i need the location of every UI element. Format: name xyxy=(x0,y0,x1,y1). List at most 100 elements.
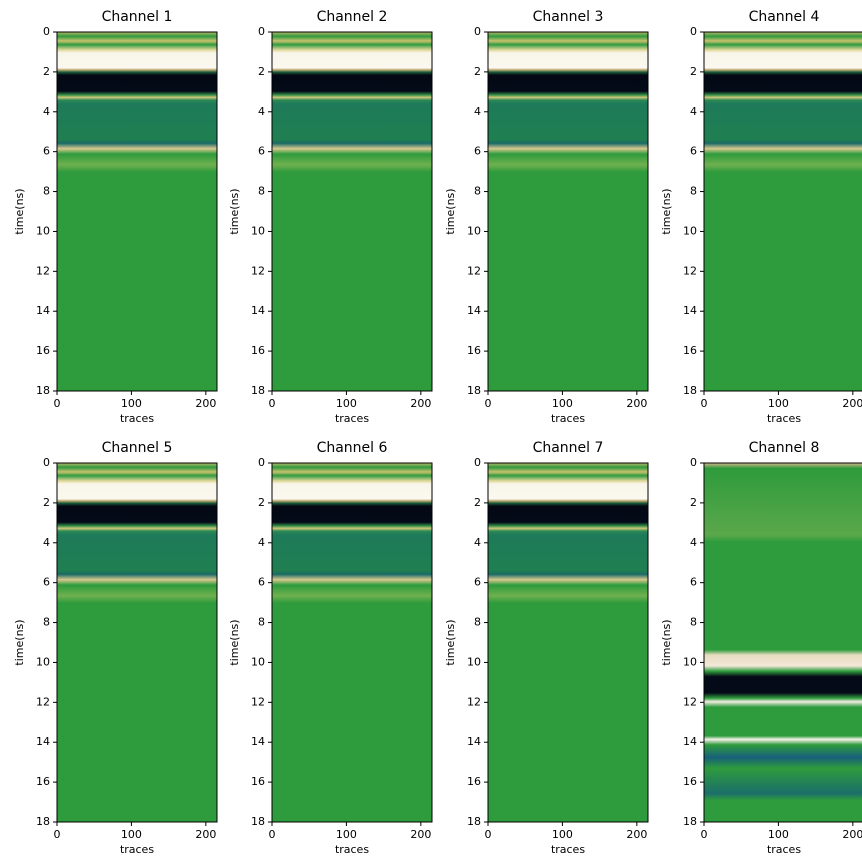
panel-title: Channel 6 xyxy=(317,440,388,456)
y-tick-label: 2 xyxy=(258,496,265,509)
panel-title: Channel 5 xyxy=(102,440,173,456)
x-tick-label: 200 xyxy=(626,828,647,841)
y-tick-label: 6 xyxy=(690,576,697,589)
y-axis-label: time(ns) xyxy=(660,188,673,234)
y-tick-label: 10 xyxy=(467,655,481,668)
radargram-image xyxy=(57,463,217,822)
x-tick-label: 0 xyxy=(269,397,276,410)
y-tick-label: 10 xyxy=(36,224,50,237)
y-axis-label: time(ns) xyxy=(13,619,26,665)
y-axis-label: time(ns) xyxy=(228,188,241,234)
x-axis-label: traces xyxy=(335,843,369,856)
y-tick-label: 10 xyxy=(251,224,265,237)
y-tick-label: 4 xyxy=(690,105,697,118)
panel-title: Channel 1 xyxy=(102,9,173,25)
x-axis-label: traces xyxy=(551,843,585,856)
y-tick-label: 8 xyxy=(258,616,265,629)
y-tick-label: 16 xyxy=(251,344,265,357)
x-tick-label: 0 xyxy=(701,397,708,410)
y-tick-label: 12 xyxy=(467,695,481,708)
y-tick-label: 0 xyxy=(690,25,697,38)
y-tick-label: 10 xyxy=(467,224,481,237)
radargram-image xyxy=(57,32,217,391)
y-tick-label: 0 xyxy=(43,25,50,38)
y-tick-label: 14 xyxy=(683,735,697,748)
y-tick-label: 2 xyxy=(474,496,481,509)
y-axis-label: time(ns) xyxy=(444,188,457,234)
y-axis-label: time(ns) xyxy=(13,188,26,234)
x-axis-label: traces xyxy=(767,412,801,425)
x-tick-label: 200 xyxy=(410,397,431,410)
plot-frame xyxy=(56,31,218,392)
panel-title: Channel 7 xyxy=(533,440,604,456)
y-tick-label: 4 xyxy=(258,536,265,549)
y-tick-label: 18 xyxy=(36,815,50,828)
y-tick-label: 6 xyxy=(690,145,697,158)
y-tick-label: 6 xyxy=(258,576,265,589)
panel-title: Channel 2 xyxy=(317,9,388,25)
y-tick-label: 14 xyxy=(36,735,50,748)
plot-frame xyxy=(703,462,862,823)
y-tick-label: 12 xyxy=(251,695,265,708)
panel-title: Channel 3 xyxy=(533,9,604,25)
panel-title: Channel 4 xyxy=(749,9,820,25)
x-tick-label: 0 xyxy=(54,397,61,410)
x-tick-label: 100 xyxy=(552,397,573,410)
y-tick-label: 4 xyxy=(43,105,50,118)
plot-frame xyxy=(271,462,433,823)
plot-frame xyxy=(487,462,649,823)
y-tick-label: 10 xyxy=(251,655,265,668)
plot-frame xyxy=(271,31,433,392)
radargram-image xyxy=(272,32,432,391)
y-tick-label: 16 xyxy=(683,775,697,788)
radargram-image xyxy=(704,32,862,391)
y-tick-label: 16 xyxy=(251,775,265,788)
x-tick-label: 200 xyxy=(410,828,431,841)
y-tick-label: 10 xyxy=(683,655,697,668)
radargram-image xyxy=(272,463,432,822)
y-tick-label: 2 xyxy=(43,65,50,78)
x-tick-label: 200 xyxy=(195,397,216,410)
y-tick-label: 18 xyxy=(467,815,481,828)
x-tick-label: 100 xyxy=(121,397,142,410)
panel: Channel 4 0 2 4 6 8 10 12 14 16 18 0 100 200 traces tim… xyxy=(660,9,862,425)
y-tick-label: 18 xyxy=(683,815,697,828)
y-tick-label: 16 xyxy=(467,344,481,357)
y-tick-label: 12 xyxy=(251,264,265,277)
y-tick-label: 12 xyxy=(683,264,697,277)
x-tick-label: 200 xyxy=(195,828,216,841)
y-tick-label: 16 xyxy=(683,344,697,357)
panel: Channel 2 0 2 4 6 8 10 12 14 16 18 0 100 200 traces tim… xyxy=(228,9,433,425)
y-axis-label: time(ns) xyxy=(660,619,673,665)
x-tick-label: 100 xyxy=(768,828,789,841)
y-tick-label: 14 xyxy=(683,304,697,317)
y-tick-label: 6 xyxy=(43,145,50,158)
y-tick-label: 4 xyxy=(474,105,481,118)
plot-frame xyxy=(487,31,649,392)
y-tick-label: 8 xyxy=(690,185,697,198)
y-tick-label: 18 xyxy=(251,815,265,828)
x-axis-label: traces xyxy=(120,843,154,856)
radargram-image xyxy=(488,32,648,391)
y-tick-label: 4 xyxy=(258,105,265,118)
y-axis-label: time(ns) xyxy=(228,619,241,665)
x-tick-label: 0 xyxy=(701,828,708,841)
y-tick-label: 18 xyxy=(467,384,481,397)
radargram-image xyxy=(488,463,648,822)
y-tick-label: 0 xyxy=(258,456,265,469)
y-tick-label: 12 xyxy=(36,695,50,708)
x-tick-label: 100 xyxy=(336,397,357,410)
y-tick-label: 0 xyxy=(43,456,50,469)
y-tick-label: 18 xyxy=(36,384,50,397)
y-tick-label: 14 xyxy=(36,304,50,317)
y-tick-label: 8 xyxy=(43,185,50,198)
y-tick-label: 8 xyxy=(258,185,265,198)
y-tick-label: 12 xyxy=(467,264,481,277)
y-tick-label: 10 xyxy=(36,655,50,668)
x-tick-label: 100 xyxy=(336,828,357,841)
x-tick-label: 100 xyxy=(121,828,142,841)
x-tick-label: 0 xyxy=(269,828,276,841)
x-tick-label: 100 xyxy=(552,828,573,841)
